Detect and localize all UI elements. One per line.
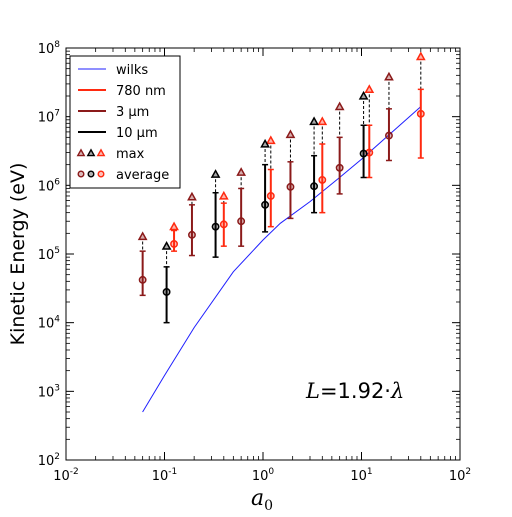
legend-max-marker <box>76 148 86 157</box>
y-axis-label: Kinetic Energy (eV) <box>7 163 29 346</box>
series-2-average-point <box>162 288 171 296</box>
y-tick-label: 104 <box>38 315 61 332</box>
series-0-max-point <box>317 116 328 126</box>
x-axis-label: a0 <box>251 486 273 512</box>
series-0-average-point <box>266 192 275 200</box>
series-0-average-point <box>170 240 178 248</box>
x-tick-label: 100 <box>252 467 275 484</box>
y-tick-label: 108 <box>38 40 61 57</box>
series-1-average-point <box>385 131 393 140</box>
y-tick-label: 102 <box>38 452 60 469</box>
legend-780-nm-label: 780 nm <box>116 84 166 99</box>
y-tick-label: 105 <box>38 246 60 263</box>
legend-max-marker <box>96 148 106 157</box>
series-2-max-point <box>161 241 172 250</box>
series-2-max-point <box>260 138 270 148</box>
series-2-max-point <box>358 90 369 100</box>
legend-box <box>69 55 181 189</box>
x-tick-label: 101 <box>350 467 372 484</box>
series-2-average-point <box>310 182 319 191</box>
legend-10-m-label: 10 μm <box>116 126 158 141</box>
legend-max-marker <box>86 148 96 157</box>
series-1-average-point <box>335 163 344 172</box>
axis-ticks: 10-2 10-1 100 101 102 102 103 104 105 106 107 108 <box>38 40 471 484</box>
y-tick-label: 107 <box>38 109 60 126</box>
y-tick-label: 103 <box>38 383 60 400</box>
x-tick-label: 102 <box>449 467 471 484</box>
series-1-max-point <box>236 167 247 176</box>
legend-wilks-label: wilks <box>116 63 148 78</box>
legend-average-marker <box>77 170 85 178</box>
legend: wilks 780 nm 3 μm 10 μm max average <box>69 55 181 189</box>
y-tick-label: 106 <box>38 177 61 194</box>
legend-max-label: max <box>116 147 145 162</box>
series-0-max-point <box>169 221 179 231</box>
series-2-average-point <box>359 149 368 158</box>
series-1-average-point <box>138 275 147 284</box>
series-2-average-point <box>211 222 220 231</box>
series-1-average-point <box>286 182 295 191</box>
series-2-max-point <box>210 169 221 178</box>
series-1-max-point <box>384 71 394 81</box>
x-tick-label: 10-2 <box>53 467 79 484</box>
series-1-max-point <box>334 101 345 111</box>
wilks-line <box>142 106 422 413</box>
series-1-max-point <box>285 129 296 139</box>
series-1-max-point <box>187 191 197 201</box>
series-2-max-point <box>309 116 319 126</box>
series-0-average-point <box>318 175 327 184</box>
series-1-max-point <box>137 231 148 241</box>
series-1-average-point <box>237 217 246 226</box>
legend-average-marker <box>87 170 95 178</box>
series-0-max-point <box>265 135 276 145</box>
legend-average-marker <box>97 170 105 178</box>
series-1-average-point <box>188 230 196 239</box>
series-0-average-point <box>416 109 425 118</box>
series-0-max-point <box>364 84 375 93</box>
series-2-average-point <box>261 200 270 209</box>
series-0-max-point <box>218 190 229 200</box>
annotation-length: L=1.92·λ <box>305 379 404 403</box>
x-tick-label: 10-1 <box>152 467 178 484</box>
plot-marks <box>137 51 426 413</box>
legend-average-label: average <box>116 168 169 183</box>
series-0-max-point <box>415 51 426 61</box>
series-0-average-point <box>219 220 228 229</box>
legend-3-m-label: 3 μm <box>116 105 149 120</box>
